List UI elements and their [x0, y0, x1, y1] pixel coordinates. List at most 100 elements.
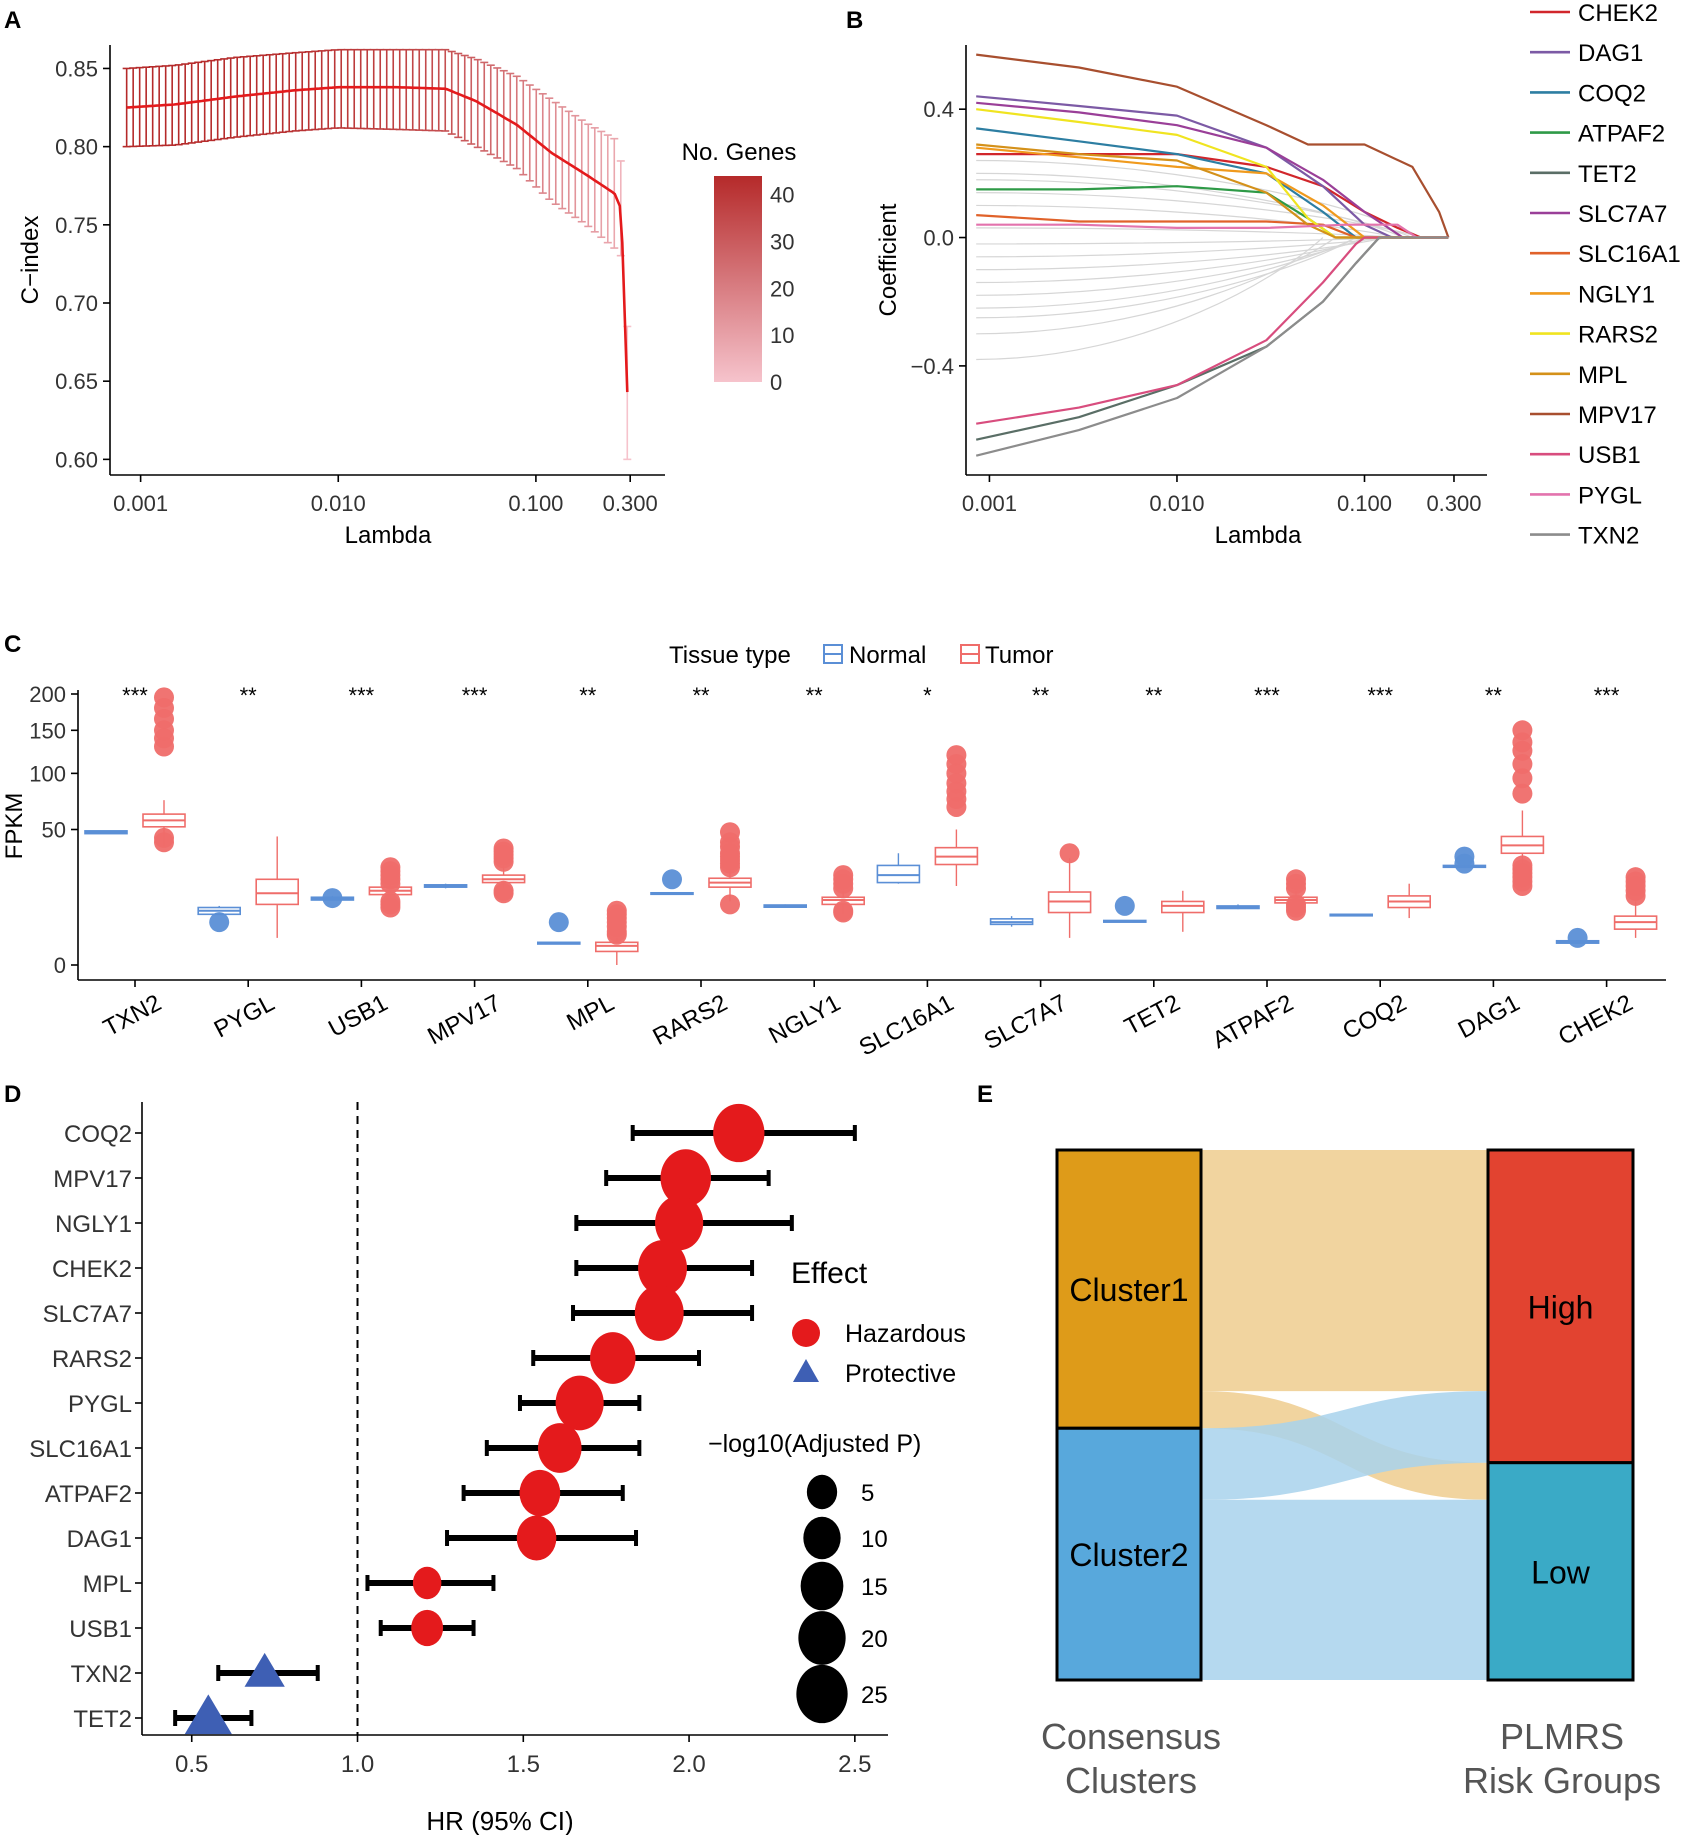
- coef-path-other: [976, 237, 1357, 319]
- coef-path-other: [976, 204, 1398, 239]
- significance-label: **: [806, 683, 824, 708]
- gene-label: CHEK2: [52, 1256, 132, 1283]
- size-legend-dot: [796, 1664, 848, 1724]
- box-tumor-outlier: [493, 880, 514, 901]
- size-legend-label: 10: [861, 1526, 888, 1553]
- significance-label: **: [1485, 683, 1503, 708]
- y-tick-label: 0.60: [55, 447, 98, 472]
- box-tumor-outlier: [1286, 894, 1306, 915]
- x-tick-label: 1.0: [341, 1751, 374, 1778]
- protective-legend-key: [793, 1359, 819, 1382]
- x-tick-label: 0.300: [603, 491, 658, 516]
- x-tick-label: 0.010: [1149, 491, 1204, 516]
- significance-label: ***: [462, 683, 488, 708]
- legend-label-mpl: MPL: [1578, 362, 1627, 389]
- significance-label: ***: [1367, 683, 1393, 708]
- x-tick-label: 0.100: [1337, 491, 1392, 516]
- x-tick-label: 1.5: [507, 1751, 540, 1778]
- coef-path-other: [976, 159, 1422, 239]
- box-tumor-outlier: [1625, 867, 1646, 888]
- box-tumor-outlier: [1059, 843, 1080, 864]
- box-tumor-outlier: [1512, 768, 1533, 789]
- y-tick-label: 0.0: [923, 226, 954, 251]
- hr-point-atpaf2: [519, 1469, 561, 1517]
- gene-label: MPV17: [53, 1166, 132, 1193]
- panel-e: E Cluster1 Cluster2 High Low Consensus Clus…: [977, 1081, 1661, 1801]
- box-tumor-outlier: [946, 745, 967, 766]
- y-tick-label: 50: [42, 818, 66, 843]
- gene-axis-label: COQ2: [1338, 989, 1411, 1045]
- box-tumor-box: [255, 878, 300, 906]
- panel-b-x-label: Lambda: [1215, 522, 1302, 549]
- panel-d-label: D: [4, 1081, 21, 1108]
- coef-path-usb1: [976, 236, 1449, 425]
- box-normal-outlier: [1567, 927, 1588, 948]
- right-axis-title-line2: Risk Groups: [1463, 1760, 1661, 1801]
- gene-label: DAG1: [67, 1526, 132, 1553]
- cindex-line: [126, 85, 629, 393]
- box-tumor-outlier: [720, 894, 740, 915]
- legend-label-slc7a7: SLC7A7: [1578, 201, 1667, 228]
- significance-label: **: [1145, 683, 1163, 708]
- hr-point-rars2: [590, 1332, 636, 1384]
- box-tumor-box: [1161, 900, 1205, 914]
- hr-point-usb1: [411, 1609, 444, 1647]
- panel-a: A 0.60 0.65 0.70 0.75 0.80 0.85 0.001 0.010 0.10…: [4, 7, 796, 549]
- gene-axis-label: PYGL: [210, 989, 279, 1043]
- colorbar-tick-label: 20: [770, 276, 794, 301]
- node-cluster2: [1055, 1426, 1203, 1682]
- gene-axis-label: RARS2: [648, 989, 731, 1050]
- colorbar-tick-label: 10: [770, 323, 794, 348]
- panel-a-colorbar: [714, 176, 762, 382]
- node-low: [1486, 1461, 1635, 1682]
- legend-normal-label: Normal: [849, 642, 926, 669]
- gene-axis-label: SLC16A1: [855, 989, 958, 1061]
- gene-label: RARS2: [52, 1346, 132, 1373]
- y-tick-label: 0.70: [55, 291, 98, 316]
- coef-path-slc7a7: [976, 101, 1449, 239]
- coef-path-pygl: [976, 223, 1449, 239]
- panel-d: D COQ2 MPV17 NGLY1 CHEK2 SLC7A7 RARS2 PYGL SLC1…: [4, 1081, 966, 1835]
- hr-point-mpv17: [660, 1149, 712, 1207]
- hazardous-legend-label: Hazardous: [845, 1320, 966, 1348]
- panel-c-legend-title: Tissue type: [669, 642, 791, 669]
- panel-a-y-label: C−index: [17, 216, 44, 305]
- x-tick-label: 0.001: [962, 491, 1017, 516]
- coef-path-other: [976, 237, 1324, 361]
- gene-label: USB1: [69, 1616, 132, 1643]
- flow-cluster2-high: [1201, 1391, 1488, 1500]
- box-tumor-outlier: [1286, 869, 1306, 890]
- hr-point-slc16a1: [537, 1423, 582, 1473]
- y-tick-label: 0.80: [55, 135, 98, 160]
- box-normal-outlier: [662, 869, 682, 890]
- legend-label-atpaf2: ATPAF2: [1578, 121, 1665, 148]
- significance-label: **: [1032, 683, 1050, 708]
- hr-point-coq2: [713, 1103, 765, 1163]
- y-tick-label: −0.4: [911, 354, 954, 379]
- hr-point-slc7a7: [634, 1285, 684, 1341]
- gene-label: SLC7A7: [43, 1301, 132, 1328]
- hazardous-legend-key: [792, 1319, 820, 1347]
- gene-axis-label: MPL: [562, 989, 618, 1036]
- legend-label-mpv17: MPV17: [1578, 402, 1657, 429]
- coef-path-other: [976, 236, 1387, 271]
- x-tick-label: 0.100: [508, 491, 563, 516]
- colorbar-tick-label: 0: [770, 370, 782, 395]
- significance-label: *: [923, 683, 932, 708]
- hr-point-tet2: [184, 1694, 232, 1735]
- box-normal-outlier: [209, 912, 230, 933]
- panel-c: C Tissue type Normal Tumor 0 50 100 150 200 *…: [1, 631, 1666, 1062]
- left-axis-title-line2: Clusters: [1065, 1760, 1197, 1801]
- size-legend-dot: [803, 1516, 841, 1560]
- gene-label: COQ2: [64, 1121, 132, 1148]
- right-axis-title-line1: PLMRS: [1500, 1716, 1624, 1757]
- node-high: [1486, 1148, 1635, 1465]
- size-legend-dot: [798, 1611, 846, 1665]
- coef-path-mpv17: [976, 53, 1450, 238]
- x-tick-label: 2.5: [838, 1751, 871, 1778]
- box-tumor-outlier: [493, 838, 514, 859]
- legend-tumor-label: Tumor: [985, 642, 1053, 669]
- panel-b: B −0.40.00.40.001 0.010 0.100 0.300 Lambda …: [846, 0, 1681, 550]
- panel-b-label: B: [846, 7, 863, 34]
- panel-e-label: E: [977, 1081, 993, 1108]
